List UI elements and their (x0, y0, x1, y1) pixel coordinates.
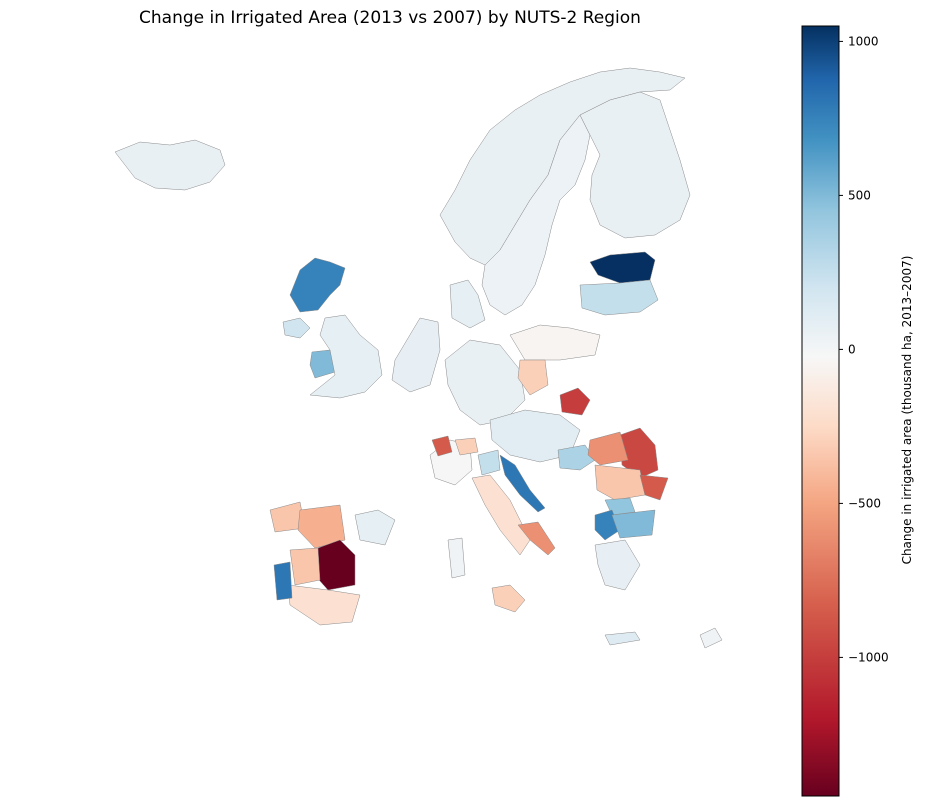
region-alentejo: Alentejo: 800 (273, 561, 293, 601)
region-finland: Finland: 60 (579, 91, 691, 239)
region-wales: Wales: 500 (309, 349, 336, 379)
region-denmark: Denmark: 80 (449, 279, 486, 329)
chart-title: Change in Irrigated Area (2013 vs 2007) … (139, 8, 641, 28)
region-romania-se: Romania SE: -850 (639, 474, 669, 501)
region-sicily: Sicily: -300 (491, 584, 526, 613)
region-sardinia: Sardinia: 20 (447, 537, 466, 579)
region-poland-lubelskie: Poland Lubelskie: -1000 (559, 387, 591, 416)
region-iceland: Iceland: 60 (114, 139, 226, 191)
colorbar-gradient (801, 25, 840, 797)
region-romania-central: Romania Central: -350 (594, 464, 646, 501)
colorbar-tick-label: −1000 (848, 650, 889, 664)
region-scotland-highlands: Scotland Highlands: 750 (289, 257, 346, 313)
colorbar-ticks: 1000 500 0 −500 −1000 (839, 34, 889, 664)
region-bulgaria-south: Bulgaria South: 500 (611, 509, 656, 539)
region-lombardia: Lombardia: -300 (454, 437, 479, 456)
region-puglia: Puglia: -600 (517, 521, 556, 556)
region-hungary: Hungary: 350 (557, 444, 596, 471)
region-romania-ne: Romania NE: -950 (619, 427, 659, 479)
region-croatia-adriatic: Croatia Adriatic: 800 (499, 454, 546, 513)
colorbar-tick-label: 0 (848, 342, 856, 356)
region-central-italy: Central Italy: -200 (471, 474, 531, 556)
map: Iceland: 60Norway: 60Sweden: 40Finland: … (114, 67, 723, 649)
region-romania-nw: Romania NW: -600 (587, 431, 629, 466)
region-sweden: Sweden: 40 (481, 114, 591, 316)
region-catalonia: Catalonia: 80 (354, 509, 396, 546)
colorbar-label: Change in irrigated area (thousand ha, 2… (900, 256, 914, 565)
region-veneto: Veneto: 250 (477, 449, 501, 476)
region-germany: Germany: 60 (444, 339, 526, 426)
region-andalucia: Andalucía: -200 (287, 584, 361, 626)
region-northern-ireland: Northern Ireland: 200 (282, 317, 311, 339)
region-cyprus: Cyprus: 20 (699, 627, 723, 649)
map-regions: Iceland: 60Norway: 60Sweden: 40Finland: … (114, 67, 723, 649)
region-greece: Greece: 70 (594, 539, 641, 591)
colorbar-tick-label: −500 (848, 496, 881, 510)
region-benelux: Benelux: 70 (391, 317, 441, 393)
region-piemonte: Piemonte: -850 (431, 435, 453, 457)
colorbar-tick-label: 1000 (848, 34, 879, 48)
region-latvia: Latvia: 250 (579, 279, 659, 316)
region-estonia: Estonia: 1050 (589, 251, 656, 284)
region-england: England: 80 (309, 314, 383, 399)
region-crete: Crete: 120 (604, 631, 641, 646)
colorbar-tick-label: 500 (848, 188, 871, 202)
region-poland-central: Poland Central: -300 (517, 359, 549, 396)
region-extremadura: Extremadura: -350 (289, 547, 321, 586)
